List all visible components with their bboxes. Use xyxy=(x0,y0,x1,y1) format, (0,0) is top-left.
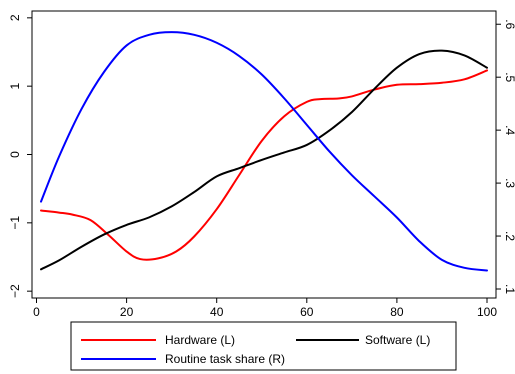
y-axis-right: .1 .2 .3 .4 .5 .6 xyxy=(496,19,515,294)
legend-label-hardware: Hardware (L) xyxy=(165,333,235,347)
y-left-tick-label-3: 1 xyxy=(8,83,22,90)
legend-box xyxy=(70,321,457,371)
y-right-tick-label-5: .6 xyxy=(503,19,515,29)
y-right-tick-label-4: .5 xyxy=(503,72,515,82)
y-right-tick-label-2: .3 xyxy=(503,178,515,188)
plot-area-frame xyxy=(31,10,497,299)
y-right-tick-label-1: .2 xyxy=(503,231,515,241)
y-right-tick-label-0: .1 xyxy=(503,284,515,294)
x-axis: 0 20 40 60 80 100 xyxy=(33,298,497,319)
y-left-tick-label-1: −1 xyxy=(8,216,22,230)
x-tick-label-80: 80 xyxy=(390,305,404,319)
legend-label-routine-task-share: Routine task share (R) xyxy=(165,352,285,366)
y-left-tick-label-2: 0 xyxy=(8,151,22,158)
x-tick-label-0: 0 xyxy=(33,305,40,319)
x-tick-label-60: 60 xyxy=(300,305,314,319)
series-line-hardware xyxy=(40,69,488,261)
series-line-software xyxy=(40,49,488,271)
legend-label-software: Software (L) xyxy=(365,333,430,347)
y-right-tick-label-3: .4 xyxy=(503,125,515,135)
series-line-routine-task-share xyxy=(40,31,488,272)
y-axis-left: −2 −1 0 1 2 xyxy=(8,14,32,298)
x-tick-label-20: 20 xyxy=(120,305,134,319)
legend: Hardware (L) Software (L) Routine task s… xyxy=(70,321,457,371)
y-left-tick-label-0: −2 xyxy=(8,284,22,298)
y-left-tick-label-4: 2 xyxy=(8,14,22,21)
x-tick-label-100: 100 xyxy=(477,305,497,319)
series-lines xyxy=(40,31,488,272)
x-tick-label-40: 40 xyxy=(210,305,224,319)
